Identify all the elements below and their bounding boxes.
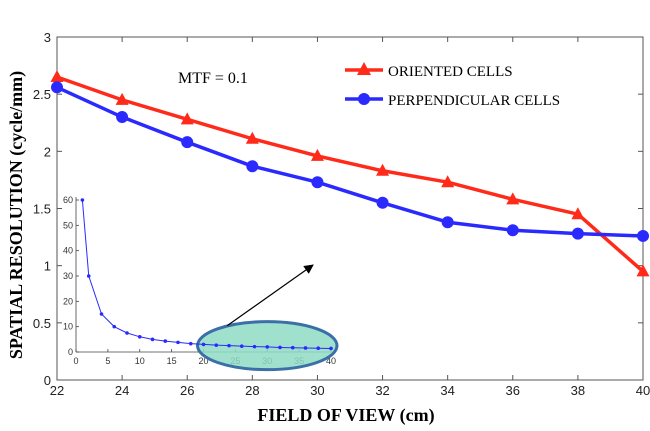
inset-y-tick-label: 40 — [63, 246, 73, 256]
inset-x-tick-label: 5 — [105, 356, 110, 366]
inset-x-tick-label: 20 — [198, 356, 208, 366]
perpendicular-point — [571, 227, 584, 240]
inset-chart: 01020304050600510152025303540 — [63, 195, 339, 372]
y-tick-label: 0 — [44, 373, 51, 388]
inset-point — [265, 345, 270, 349]
x-tick-label: 36 — [506, 383, 520, 398]
legend-label-perpendicular: PERPENDICULAR CELLS — [388, 93, 560, 109]
inset-point — [80, 198, 85, 202]
oriented-point — [245, 131, 259, 144]
perpendicular-point — [181, 136, 194, 149]
inset-x-tick-label: 15 — [167, 356, 177, 366]
inset-point — [188, 341, 193, 346]
perpendicular-point — [311, 176, 324, 189]
inset-point — [99, 312, 104, 316]
inset-point — [176, 340, 180, 345]
perpendicular-point — [51, 81, 63, 94]
inset-y-tick-label: 60 — [63, 195, 73, 205]
series-line-0 — [56, 75, 645, 273]
inset-point — [150, 337, 155, 342]
y-tick-label: 1 — [44, 259, 51, 274]
y-tick-label: 2.5 — [33, 87, 51, 102]
inset-y-tick-label: 10 — [63, 322, 73, 332]
oriented-point — [50, 70, 64, 83]
inset-arrow — [226, 264, 314, 327]
legend-circle-marker — [358, 93, 370, 105]
x-tick-label: 40 — [636, 383, 650, 398]
inset-point — [227, 343, 231, 348]
inset-point — [201, 342, 206, 347]
inset-x-tick-label: 40 — [326, 356, 336, 366]
oriented-point — [310, 148, 324, 161]
x-tick-label: 32 — [375, 383, 389, 398]
x-tick-label: 24 — [115, 383, 129, 398]
x-tick-label: 26 — [180, 383, 194, 398]
x-tick-label: 28 — [245, 383, 259, 398]
inset-point — [86, 274, 91, 278]
series-line-1 — [56, 85, 644, 238]
oriented-point — [115, 92, 129, 105]
inset-point — [112, 324, 117, 329]
x-tick-label: 22 — [50, 383, 64, 398]
oriented-point — [571, 207, 585, 220]
x-axis-label: FIELD OF VIEW (cm) — [257, 405, 434, 426]
perpendicular-point — [116, 111, 129, 124]
inset-y-tick-label: 50 — [63, 220, 73, 230]
inset-point — [290, 345, 295, 350]
inset-point — [252, 344, 257, 349]
perpendicular-point — [376, 196, 389, 209]
legend-label-oriented: ORIENTED CELLS — [388, 64, 513, 80]
y-axis-ticks: 0 0.5 1 1.5 2 2.5 3 — [33, 30, 643, 388]
inset-point — [137, 335, 142, 339]
inset-x-tick-label: 0 — [73, 356, 78, 366]
inset-y-tick-label: 30 — [63, 271, 73, 281]
inset-point — [316, 346, 321, 351]
x-tick-label: 30 — [310, 383, 324, 398]
inset-point — [163, 339, 168, 343]
inset-point — [303, 346, 308, 350]
inset-point — [214, 343, 219, 347]
perpendicular-point — [506, 224, 519, 237]
y-tick-label: 2 — [44, 144, 51, 159]
inset-point — [278, 345, 282, 350]
y-tick-label: 1.5 — [33, 202, 51, 217]
series-layer — [50, 70, 650, 277]
y-tick-label: 3 — [44, 30, 51, 45]
oriented-point — [180, 112, 194, 125]
mtf-annotation: MTF = 0.1 — [178, 70, 248, 87]
y-axis-label: SPATIAL RESOLUTION (cycle/mm) — [6, 71, 27, 359]
oriented-point — [376, 163, 390, 176]
perpendicular-point — [441, 216, 454, 229]
x-tick-label: 34 — [440, 383, 454, 398]
inset-x-tick-label: 10 — [135, 356, 145, 366]
inset-y-tick-label: 0 — [68, 347, 73, 357]
oriented-point — [506, 192, 520, 205]
perpendicular-point — [246, 160, 259, 173]
legend-triangle-marker — [357, 62, 371, 75]
inset-point — [239, 344, 244, 348]
inset-y-tick-label: 20 — [63, 296, 73, 306]
legend: ORIENTED CELLS PERPENDICULAR CELLS — [345, 62, 560, 109]
oriented-point — [636, 264, 650, 277]
oriented-point — [441, 175, 455, 188]
inset-point — [329, 346, 333, 351]
perpendicular-point — [637, 229, 649, 242]
x-tick-label: 38 — [571, 383, 585, 398]
x-axis-ticks: 22 24 26 28 30 32 34 36 38 40 — [50, 37, 650, 398]
inset-point — [125, 331, 129, 335]
y-tick-label: 0.5 — [33, 316, 51, 331]
